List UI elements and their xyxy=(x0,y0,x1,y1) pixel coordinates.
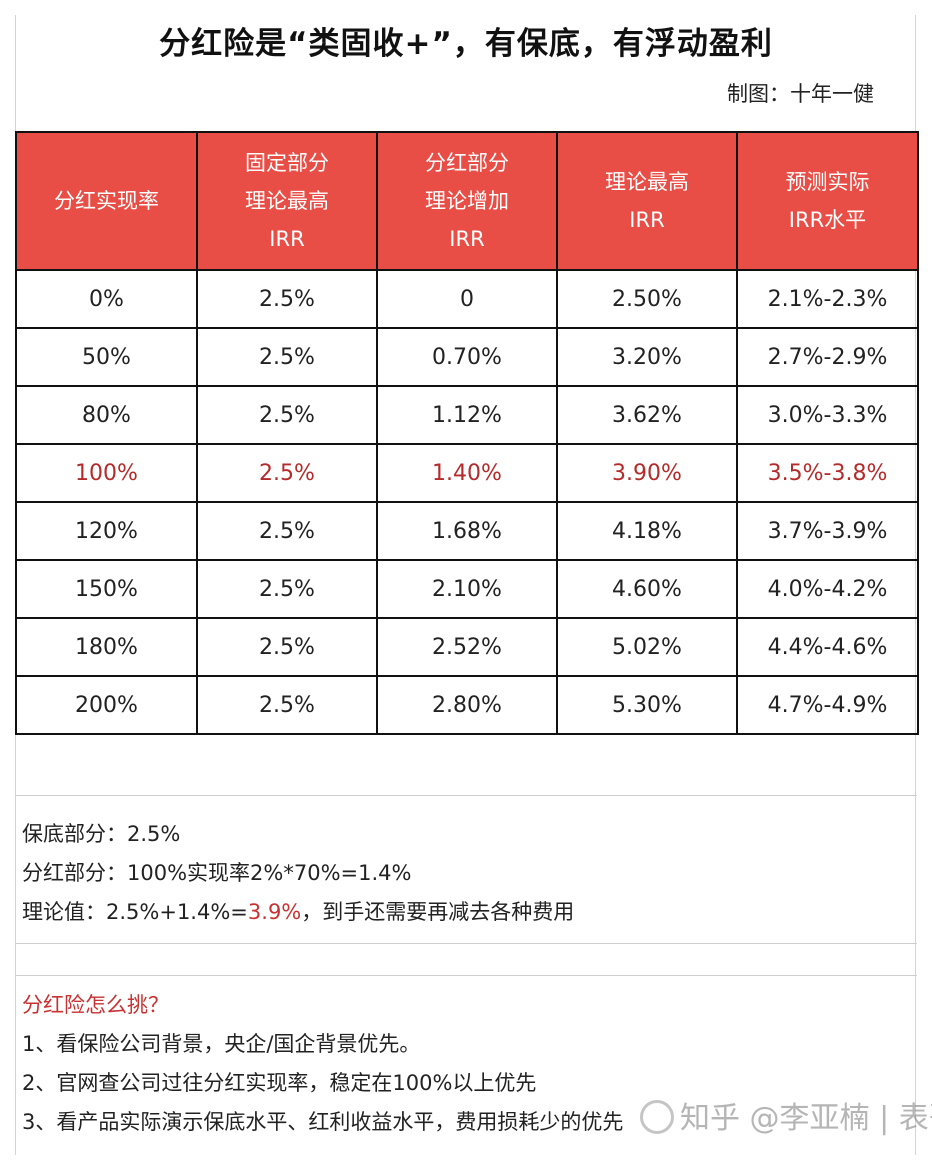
tip-item: 1、看保险公司背景，央企/国企背景优先。 xyxy=(22,1032,421,1056)
tips-heading: 分红险怎么挑？ xyxy=(22,993,169,1017)
column-header-line: IRR水平 xyxy=(788,208,867,232)
divider xyxy=(15,943,917,944)
table-cell: 3.20% xyxy=(556,327,738,387)
table-cell: 100% xyxy=(15,443,198,503)
column-header: 预测实际 IRR水平 xyxy=(736,131,919,271)
table-cell: 3.5%-3.8% xyxy=(736,443,919,503)
table-row: 150% 2.5% 2.10% 4.60% 4.0%-4.2% xyxy=(15,559,919,619)
table-cell: 2.50% xyxy=(556,269,738,329)
table-cell: 1.12% xyxy=(376,385,558,445)
column-header-line: 理论增加 xyxy=(425,189,509,213)
table-cell: 2.7%-2.9% xyxy=(736,327,919,387)
table-cell: 0 xyxy=(376,269,558,329)
table-cell: 2.5% xyxy=(196,559,378,619)
table-cell: 2.52% xyxy=(376,617,558,677)
table-cell: 180% xyxy=(15,617,198,677)
table-row: 200% 2.5% 2.80% 5.30% 4.7%-4.9% xyxy=(15,675,919,735)
table-cell: 2.5% xyxy=(196,675,378,735)
table-cell: 3.0%-3.3% xyxy=(736,385,919,445)
column-header: 分红实现率 xyxy=(15,131,198,271)
watermark-text: 知乎 @李亚楠 | 表哥 xyxy=(680,1101,932,1136)
table-cell: 4.4%-4.6% xyxy=(736,617,919,677)
table-cell: 2.10% xyxy=(376,559,558,619)
table-cell: 3.62% xyxy=(556,385,738,445)
author-credit: 制图：十年一健 xyxy=(727,82,874,106)
note-suffix: ，到手还需要再减去各种费用 xyxy=(301,900,575,924)
divider xyxy=(15,795,917,796)
table-cell: 2.1%-2.3% xyxy=(736,269,919,329)
table-cell: 2.5% xyxy=(196,501,378,561)
table-row: 50% 2.5% 0.70% 3.20% 2.7%-2.9% xyxy=(15,327,919,387)
table-cell: 1.40% xyxy=(376,443,558,503)
column-header-line: 固定部分 xyxy=(245,151,329,175)
tip-item: 2、官网查公司过往分红实现率，稳定在100%以上优先 xyxy=(22,1071,537,1095)
table-row: 120% 2.5% 1.68% 4.18% 3.7%-3.9% xyxy=(15,501,919,561)
page-title: 分红险是“类固收+”，有保底，有浮动盈利 xyxy=(159,26,773,62)
selection-tips: 分红险怎么挑？ 1、看保险公司背景，央企/国企背景优先。 2、官网查公司过往分红… xyxy=(22,986,623,1142)
table-cell: 4.18% xyxy=(556,501,738,561)
table-cell: 2.5% xyxy=(196,269,378,329)
table-cell: 120% xyxy=(15,501,198,561)
column-header-line: 预测实际 xyxy=(785,170,870,194)
note-prefix: 理论值：2.5%+1.4%= xyxy=(22,900,248,924)
column-header-line: 分红部分 xyxy=(425,151,509,175)
note-highlight-value: 3.9% xyxy=(247,900,302,924)
table-cell: 5.30% xyxy=(556,675,738,735)
table-row: 0% 2.5% 0 2.50% 2.1%-2.3% xyxy=(15,269,919,329)
note-line: 分红部分：100%实现率2%*70%=1.4% xyxy=(22,861,412,885)
watermark-logo-icon xyxy=(640,1100,674,1134)
table-cell: 4.60% xyxy=(556,559,738,619)
table-cell: 5.02% xyxy=(556,617,738,677)
watermark: 知乎 @李亚楠 | 表哥 xyxy=(640,1093,932,1137)
table-cell: 2.5% xyxy=(196,385,378,445)
table-row: 80% 2.5% 1.12% 3.62% 3.0%-3.3% xyxy=(15,385,919,445)
column-header: 理论最高 IRR xyxy=(556,131,738,271)
column-header-line: 理论最高 xyxy=(605,170,689,194)
table-header-row: 分红实现率 固定部分 理论最高 IRR 分红部分 理论增加 IRR 理论最高 IRR 预测实际 IR… xyxy=(15,131,919,271)
table-cell: 150% xyxy=(15,559,198,619)
table-cell: 0.70% xyxy=(376,327,558,387)
table-cell: 80% xyxy=(15,385,198,445)
column-header-line: 理论最高 xyxy=(245,189,329,213)
table-cell: 2.5% xyxy=(196,327,378,387)
table-cell: 2.80% xyxy=(376,675,558,735)
table-cell: 4.0%-4.2% xyxy=(736,559,919,619)
table-cell: 0% xyxy=(15,269,198,329)
table-cell: 50% xyxy=(15,327,198,387)
table-cell: 3.90% xyxy=(556,443,738,503)
column-header-line: IRR xyxy=(449,227,485,251)
table-cell: 2.5% xyxy=(196,617,378,677)
column-header: 固定部分理论最高 IRR xyxy=(196,131,378,271)
table-cell: 200% xyxy=(15,675,198,735)
column-header: 分红部分理论增加 IRR xyxy=(376,131,558,271)
column-header-line: 分红实现率 xyxy=(54,189,159,213)
column-header-line: IRR xyxy=(629,208,665,232)
divider xyxy=(15,975,917,976)
table-row: 180% 2.5% 2.52% 5.02% 4.4%-4.6% xyxy=(15,617,919,677)
table-row: 100% 2.5% 1.40% 3.90% 3.5%-3.8% xyxy=(15,443,919,503)
calculation-notes: 保底部分：2.5% 分红部分：100%实现率2%*70%=1.4% 理论值：2.… xyxy=(22,815,574,932)
note-line: 理论值：2.5%+1.4%=3.9%，到手还需要再减去各种费用 xyxy=(22,893,574,932)
column-header-line: IRR xyxy=(269,227,305,251)
table-cell: 4.7%-4.9% xyxy=(736,675,919,735)
table-cell: 3.7%-3.9% xyxy=(736,501,919,561)
irr-table: 分红实现率 固定部分 理论最高 IRR 分红部分 理论增加 IRR 理论最高 IRR 预测实际 IR… xyxy=(15,131,919,735)
tip-item: 3、看产品实际演示保底水平、红利收益水平，费用损耗少的优先 xyxy=(22,1110,624,1134)
table-cell: 2.5% xyxy=(196,443,378,503)
note-line: 保底部分：2.5% xyxy=(22,822,181,846)
table-cell: 1.68% xyxy=(376,501,558,561)
table-body: 0% 2.5% 0 2.50% 2.1%-2.3% 50% 2.5% 0.70% 3.20% 2.… xyxy=(15,269,919,735)
